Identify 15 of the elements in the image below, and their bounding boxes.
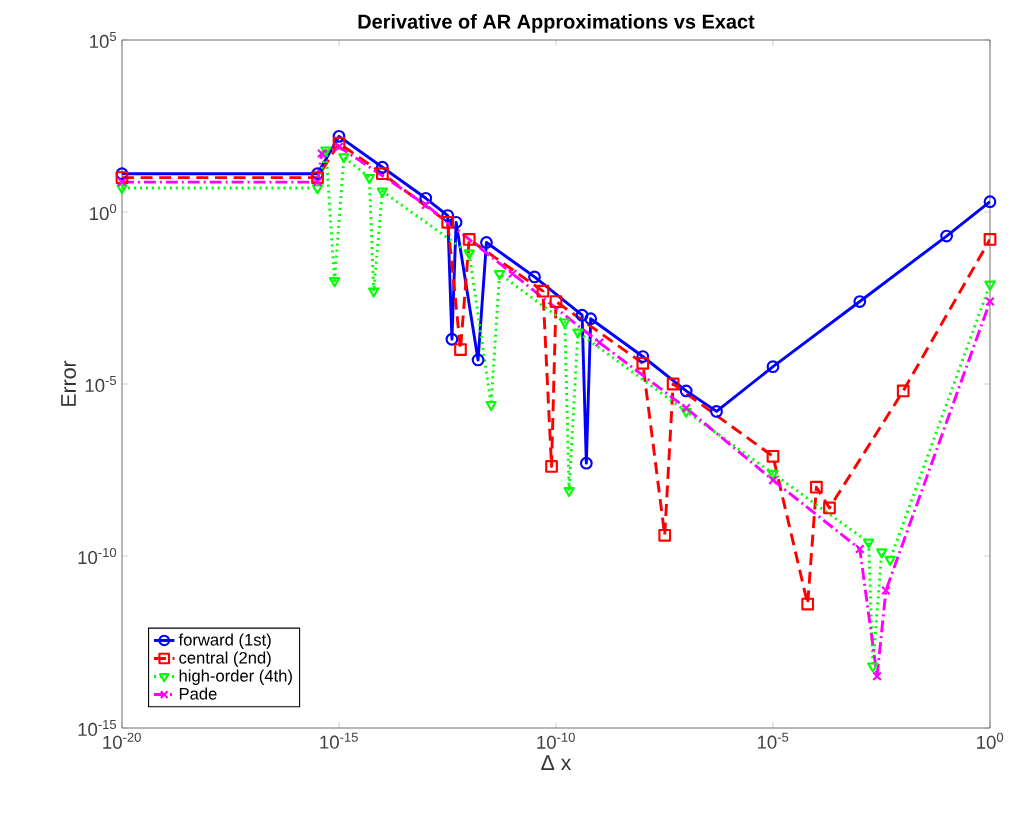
y-tick-label: 10$^{5}$ <box>90 31 117 49</box>
x-axis-title: Δ x <box>541 755 572 770</box>
x-tick-label: 10$^{-10}$ <box>537 732 575 749</box>
x-tick-label: 10$^{0}$ <box>977 732 1004 749</box>
x-tick-label: 10$^{-15}$ <box>320 732 358 749</box>
legend-label: high-order (4th) <box>179 669 292 685</box>
chart-title: Derivative of AR Approximations vs Exact <box>358 14 755 33</box>
y-axis-title: Error <box>61 360 76 406</box>
y-tick-label: 10$^{-5}$ <box>85 375 117 393</box>
legend-label: Pade <box>179 687 217 700</box>
y-tick-label: 10$^{0}$ <box>90 203 117 221</box>
x-tick-label: 10$^{-5}$ <box>757 732 789 749</box>
legend-label: central (2nd) <box>179 651 271 667</box>
legend-label: forward (1st) <box>178 633 271 649</box>
y-tick-label: 10$^{-10}$ <box>78 547 117 565</box>
